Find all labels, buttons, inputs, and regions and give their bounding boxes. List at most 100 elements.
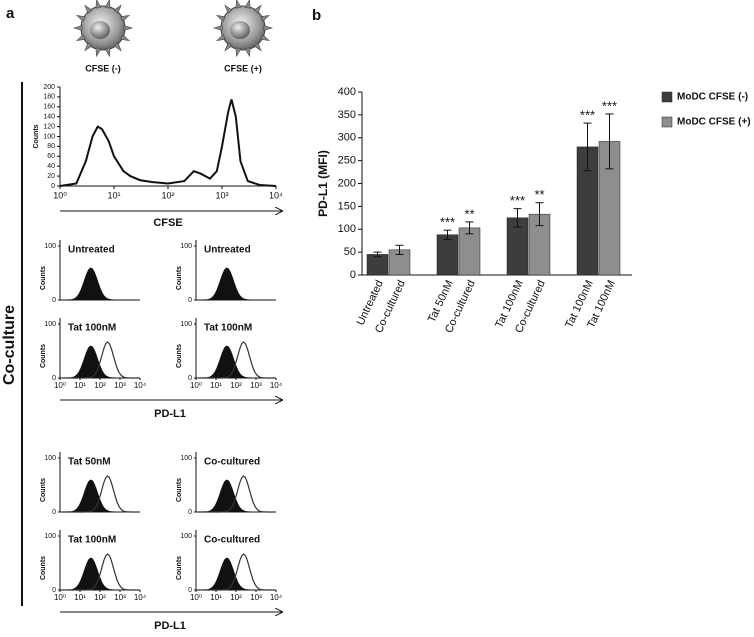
spike	[224, 42, 233, 52]
y-tick-label: 20	[47, 173, 55, 180]
legend-swatch	[661, 116, 673, 128]
y-tick-label: 100	[44, 533, 56, 540]
panel-title: Co-cultured	[204, 535, 260, 546]
panel-title: Tat 100nM	[68, 323, 116, 334]
spike	[95, 47, 102, 58]
panel-label: a	[6, 5, 15, 22]
x-tick-label: 10²	[161, 190, 174, 200]
spike	[113, 42, 122, 52]
spike	[215, 34, 226, 42]
spike	[113, 4, 122, 14]
y-tick-label: 0	[52, 509, 56, 516]
significance-label: ***	[580, 108, 595, 123]
x-axis-title: PD-L1	[154, 620, 186, 632]
x-tick-label: 10³	[114, 593, 126, 602]
x-tick-label: 10³	[250, 593, 262, 602]
x-tick-label: 10⁴	[270, 593, 283, 602]
y-tick-label: 150	[338, 200, 356, 212]
y-axis-title: Counts	[40, 266, 47, 290]
y-tick-label: 0	[188, 375, 192, 382]
x-axis-title: CFSE	[153, 217, 182, 229]
bar	[458, 227, 481, 276]
histogram-filled	[198, 267, 274, 301]
y-tick-label: 0	[52, 375, 56, 382]
legend-label: MoDC CFSE (-)	[677, 92, 748, 103]
y-tick-label: 180	[43, 94, 55, 101]
y-tick-label: 200	[43, 84, 55, 91]
spike	[260, 34, 271, 42]
x-tick-label: 10¹	[74, 381, 86, 390]
spike	[224, 4, 233, 14]
panel-title: Co-cultured	[204, 457, 260, 468]
histogram-outline	[198, 341, 274, 379]
legend-swatch	[661, 91, 673, 103]
histogram-outline	[62, 553, 138, 591]
spike	[75, 34, 86, 42]
significance-label: ***	[510, 193, 525, 208]
x-tick-label: 10²	[94, 593, 106, 602]
legend-label: MoDC CFSE (+)	[677, 117, 751, 128]
significance-label: **	[534, 187, 544, 202]
spike	[120, 14, 131, 22]
y-axis-title: Counts	[40, 556, 47, 580]
y-tick-label: 400	[338, 86, 356, 98]
panel-title: Tat 100nM	[204, 323, 252, 334]
y-tick-label: 100	[180, 243, 192, 250]
histogram-filled	[62, 267, 138, 301]
x-tick-label: 10⁰	[190, 593, 202, 602]
histogram-outline	[62, 341, 138, 379]
y-tick-label: 120	[43, 123, 55, 130]
spike	[84, 4, 93, 14]
y-tick-label: 350	[338, 109, 356, 121]
y-tick-label: 0	[188, 587, 192, 594]
panel-label: b	[312, 7, 321, 24]
spike	[104, 47, 111, 58]
spike	[120, 34, 131, 42]
y-tick-label: 40	[47, 163, 55, 170]
y-tick-label: 100	[43, 133, 55, 140]
x-tick-label: 10³	[114, 381, 126, 390]
panel-title: Untreated	[68, 245, 115, 256]
y-tick-label: 100	[44, 455, 56, 462]
y-tick-label: 100	[180, 455, 192, 462]
x-tick-label: 10⁴	[269, 190, 283, 200]
spike	[75, 14, 86, 22]
y-tick-label: 0	[51, 183, 55, 190]
x-tick-label: 10²	[230, 593, 242, 602]
bar	[366, 254, 389, 276]
x-tick-label: 10¹	[210, 593, 222, 602]
y-tick-label: 100	[44, 243, 56, 250]
x-tick-label: 10³	[250, 381, 262, 390]
y-tick-label: 0	[188, 509, 192, 516]
y-axis-title: Counts	[176, 344, 183, 368]
spike	[84, 42, 93, 52]
x-tick-label: 10⁴	[134, 381, 147, 390]
spike	[212, 25, 223, 31]
y-tick-label: 300	[338, 132, 356, 144]
spike	[104, 0, 111, 9]
x-tick-label: 10⁰	[54, 381, 66, 390]
x-tick-label: 10²	[94, 381, 106, 390]
spike	[253, 4, 262, 14]
histogram-outline	[198, 475, 274, 513]
y-tick-label: 0	[52, 587, 56, 594]
spike	[215, 14, 226, 22]
y-tick-label: 60	[47, 153, 55, 160]
y-tick-label: 100	[180, 533, 192, 540]
significance-label: **	[464, 206, 474, 221]
spike	[244, 0, 251, 9]
x-tick-label: 10¹	[210, 381, 222, 390]
significance-label: ***	[602, 98, 617, 113]
y-tick-label: 0	[350, 269, 356, 281]
histogram-outline	[62, 475, 138, 513]
y-tick-label: 0	[188, 297, 192, 304]
panel-title: Untreated	[204, 245, 251, 256]
y-tick-label: 200	[338, 177, 356, 189]
spike	[235, 0, 242, 9]
y-axis-title: Counts	[40, 478, 47, 502]
y-tick-label: 0	[52, 297, 56, 304]
y-axis-title: Counts	[33, 124, 40, 148]
spike	[95, 0, 102, 9]
x-tick-label: 10¹	[74, 593, 86, 602]
